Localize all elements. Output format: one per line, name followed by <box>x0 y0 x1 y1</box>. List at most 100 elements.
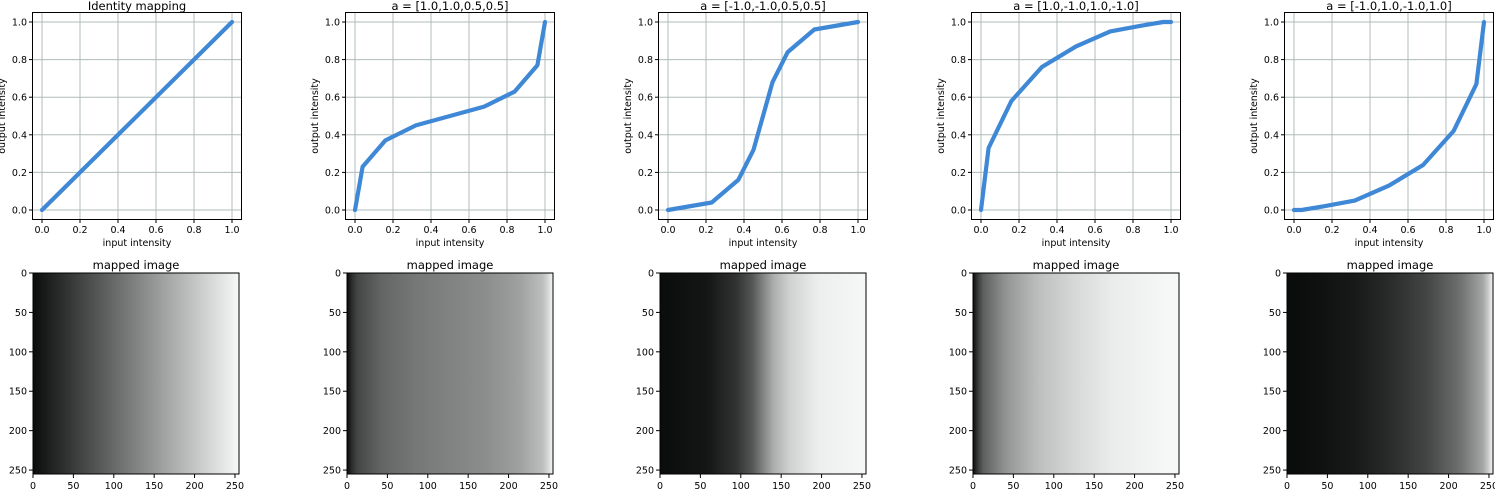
x-axis-label: input intensity <box>416 238 485 249</box>
y-tick-label: 0.0 <box>951 206 966 217</box>
x-tick-label: 0.4 <box>1049 225 1064 236</box>
x-tick-label: 200 <box>185 481 203 492</box>
x-tick-label: 100 <box>732 481 750 492</box>
x-tick-label: 0.2 <box>698 225 713 236</box>
x-tick-label: 100 <box>1045 481 1063 492</box>
x-tick-label: 200 <box>499 481 517 492</box>
x-tick-label: 0.8 <box>1438 225 1453 236</box>
x-tick-label: 50 <box>694 481 706 492</box>
x-tick-label: 150 <box>459 481 477 492</box>
image-frame <box>32 272 240 475</box>
y-axis-label: output intensity <box>936 78 947 154</box>
y-tick-label: 250 <box>9 466 27 477</box>
image-pixels <box>660 273 866 474</box>
x-tick-label: 0.0 <box>347 225 362 236</box>
curve-series <box>39 19 235 213</box>
x-axis-label: input intensity <box>103 238 172 249</box>
x-tick-label: 50 <box>381 481 393 492</box>
image-title: mapped image <box>93 258 180 272</box>
x-tick-label: 0.2 <box>72 225 87 236</box>
plot-title: a = [1.0,-1.0,1.0,-1.0] <box>1013 0 1138 13</box>
x-tick-label: 0.6 <box>148 225 163 236</box>
x-axis-label: input intensity <box>1355 238 1424 249</box>
y-tick-label: 250 <box>1263 466 1281 477</box>
image-frame <box>972 272 1180 475</box>
x-tick-label: 1.0 <box>224 225 239 236</box>
x-tick-label: 0.0 <box>34 225 49 236</box>
y-tick-label: 150 <box>323 387 341 398</box>
x-axis-label: input intensity <box>729 238 798 249</box>
y-tick-label: 0.8 <box>325 55 340 66</box>
y-tick-label: 0 <box>21 269 27 280</box>
x-tick-label: 0.8 <box>186 225 201 236</box>
y-tick-label: 150 <box>1263 387 1281 398</box>
y-tick-label: 0.2 <box>325 168 340 179</box>
y-tick-label: 0.6 <box>638 93 653 104</box>
x-tick-label: 100 <box>105 481 123 492</box>
plot-title: a = [1.0,1.0,0.5,0.5] <box>391 0 508 13</box>
x-tick-label: 250 <box>226 481 244 492</box>
y-tick-label: 0.2 <box>638 168 653 179</box>
y-tick-label: 0.0 <box>12 206 27 217</box>
y-tick-label: 0.4 <box>1264 130 1279 141</box>
y-tick-label: 0.6 <box>12 93 27 104</box>
x-tick-label: 0 <box>970 481 976 492</box>
x-tick-label: 0.4 <box>1362 225 1377 236</box>
x-tick-label: 50 <box>1321 481 1333 492</box>
y-tick-label: 1.0 <box>325 18 340 29</box>
y-tick-label: 100 <box>949 347 967 358</box>
curve-series <box>352 19 548 213</box>
x-tick-label: 1.0 <box>537 225 552 236</box>
y-tick-label: 0.0 <box>325 206 340 217</box>
x-tick-label: 200 <box>1439 481 1457 492</box>
y-tick-label: 250 <box>323 466 341 477</box>
y-tick-label: 0.4 <box>951 130 966 141</box>
y-tick-label: 0.2 <box>12 168 27 179</box>
y-tick-label: 0.6 <box>325 93 340 104</box>
image-frame <box>346 272 554 475</box>
y-tick-label: 250 <box>949 466 967 477</box>
x-tick-label: 0.2 <box>1011 225 1026 236</box>
y-tick-label: 0 <box>961 269 967 280</box>
y-tick-label: 0.6 <box>1264 93 1279 104</box>
y-tick-label: 0.4 <box>325 130 340 141</box>
y-tick-label: 1.0 <box>12 18 27 29</box>
y-tick-label: 150 <box>9 387 27 398</box>
x-tick-label: 0.8 <box>812 225 827 236</box>
image-pixels <box>973 273 1179 474</box>
x-tick-label: 0 <box>30 481 36 492</box>
x-tick-label: 0.0 <box>973 225 988 236</box>
plot-title: Identity mapping <box>88 0 186 13</box>
mapping-plot-3: 0.0 0.2 0.4 0.6 0.8 1.0 0.0 0.2 0.4 0.6 0.8 1.0 a = … <box>623 0 868 249</box>
y-tick-label: 0 <box>648 269 654 280</box>
y-tick-label: 0 <box>1275 269 1281 280</box>
y-tick-label: 100 <box>323 347 341 358</box>
y-axis-label: output intensity <box>0 78 8 154</box>
y-tick-label: 50 <box>955 308 967 319</box>
y-tick-label: 0 <box>335 269 341 280</box>
x-tick-label: 0.2 <box>385 225 400 236</box>
image-pixels <box>33 273 239 474</box>
y-tick-label: 0.8 <box>951 55 966 66</box>
x-tick-label: 150 <box>1085 481 1103 492</box>
y-tick-label: 200 <box>949 426 967 437</box>
image-title: mapped image <box>1033 258 1120 272</box>
x-tick-label: 150 <box>1399 481 1417 492</box>
y-tick-label: 0.2 <box>951 168 966 179</box>
y-tick-label: 150 <box>949 387 967 398</box>
x-tick-label: 0.0 <box>660 225 675 236</box>
y-tick-label: 0.4 <box>12 130 27 141</box>
y-tick-label: 0.2 <box>1264 168 1279 179</box>
mapping-plot-1: 0.0 0.2 0.4 0.6 0.8 1.0 0.0 0.2 0.4 0.6 0.8 1.0 Iden… <box>0 0 242 249</box>
y-axis-label: output intensity <box>310 78 321 154</box>
x-tick-label: 150 <box>145 481 163 492</box>
x-tick-label: 250 <box>853 481 871 492</box>
y-tick-label: 50 <box>329 308 341 319</box>
x-tick-label: 0.8 <box>499 225 514 236</box>
y-tick-label: 250 <box>636 466 654 477</box>
y-tick-label: 200 <box>636 426 654 437</box>
y-tick-label: 100 <box>1263 347 1281 358</box>
x-tick-label: 0.6 <box>1087 225 1102 236</box>
